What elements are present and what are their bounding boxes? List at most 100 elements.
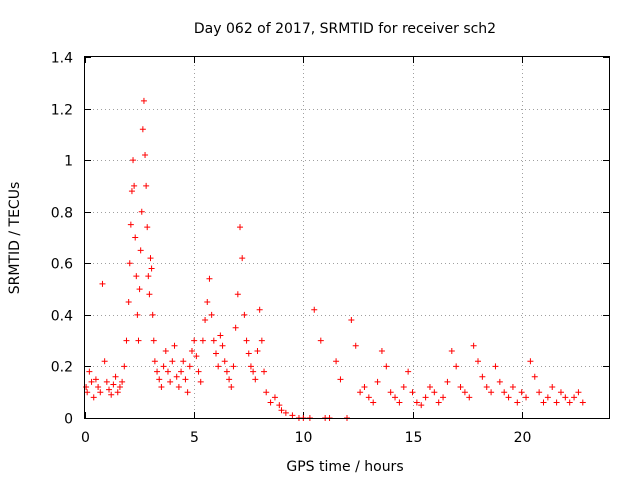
- data-point: [374, 378, 381, 385]
- data-point: [147, 255, 154, 262]
- plot-frame: [84, 56, 610, 419]
- y-tick-label: 0.6: [51, 257, 73, 273]
- data-point: [204, 298, 211, 305]
- data-point: [150, 337, 157, 344]
- data-point: [422, 394, 429, 401]
- data-point: [136, 286, 143, 293]
- data-point: [146, 291, 153, 298]
- data-point: [243, 337, 250, 344]
- data-point: [479, 373, 486, 380]
- data-point: [252, 376, 259, 383]
- data-point: [553, 399, 560, 406]
- data-point: [352, 342, 359, 349]
- data-point: [239, 255, 246, 262]
- data-point: [571, 394, 578, 401]
- x-tick-label: 5: [190, 430, 199, 446]
- data-point: [199, 337, 206, 344]
- data-point: [169, 358, 176, 365]
- data-point: [213, 350, 219, 357]
- data-point: [186, 363, 193, 370]
- data-point: [237, 224, 244, 231]
- tick-labels: 0 5 10 15 20 0 0.2 0.4 0.6 0.8 1 1.2 1.4: [51, 51, 532, 447]
- data-point: [496, 378, 503, 385]
- data-point: [230, 363, 237, 370]
- data-point: [483, 384, 490, 391]
- data-point: [370, 399, 377, 406]
- data-point: [514, 399, 521, 406]
- data-point: [171, 342, 178, 349]
- data-point: [221, 358, 228, 365]
- data-point: [125, 298, 132, 305]
- data-point: [145, 273, 152, 280]
- data-point: [133, 273, 140, 280]
- data-point: [84, 389, 91, 396]
- data-point: [247, 363, 254, 370]
- data-point: [475, 358, 481, 365]
- data-point: [139, 126, 146, 133]
- data-point: [501, 389, 508, 396]
- y-tick-label: 0.4: [51, 309, 73, 325]
- y-tick-label: 1: [64, 154, 73, 170]
- data-point: [154, 368, 161, 375]
- data-point: [188, 347, 195, 354]
- data-point: [164, 368, 171, 375]
- y-tick-label: 1.2: [51, 103, 73, 119]
- data-point: [162, 347, 169, 354]
- data-point: [90, 394, 97, 401]
- data-point: [210, 337, 217, 344]
- data-point: [466, 394, 473, 401]
- data-point: [156, 376, 163, 383]
- data-point: [566, 399, 573, 406]
- y-tick-label: 0.2: [51, 360, 73, 376]
- data-point: [365, 394, 372, 401]
- data-point: [167, 378, 174, 385]
- data-point: [182, 376, 189, 383]
- data-point: [191, 337, 198, 344]
- data-point: [135, 337, 142, 344]
- data-point: [258, 337, 265, 344]
- data-point: [180, 358, 187, 365]
- data-point: [86, 368, 93, 375]
- x-tick-label: 0: [81, 430, 90, 446]
- data-point: [540, 399, 547, 406]
- data-point: [256, 306, 263, 313]
- data-point: [106, 386, 113, 393]
- data-point: [99, 280, 106, 287]
- data-point: [148, 265, 155, 272]
- data-point: [143, 182, 150, 189]
- data-point: [276, 402, 283, 409]
- data-point: [92, 376, 99, 383]
- y-tick-label: 0: [64, 412, 73, 428]
- data-point: [126, 260, 133, 267]
- data-point: [361, 384, 368, 391]
- data-point: [261, 368, 268, 375]
- y-axis-label: SRMTID / TECUs: [7, 182, 23, 295]
- data-point: [130, 157, 137, 164]
- data-point: [160, 363, 167, 370]
- data-point: [132, 234, 139, 241]
- data-points: [83, 97, 586, 421]
- data-point: [413, 399, 420, 406]
- data-point: [348, 317, 355, 324]
- data-point: [127, 221, 134, 228]
- data-point: [409, 389, 416, 396]
- data-point: [357, 389, 364, 396]
- data-point: [140, 97, 147, 104]
- data-point: [562, 394, 569, 401]
- data-point: [378, 347, 385, 354]
- data-point: [241, 311, 248, 318]
- data-point: [509, 384, 516, 391]
- data-point: [400, 384, 407, 391]
- data-point: [95, 384, 102, 391]
- data-point: [173, 373, 180, 380]
- data-point: [488, 389, 495, 396]
- data-point: [215, 363, 222, 370]
- data-point: [426, 384, 433, 391]
- data-point: [418, 402, 425, 409]
- data-point: [431, 389, 438, 396]
- data-point: [505, 394, 512, 401]
- data-point: [396, 399, 403, 406]
- data-point: [97, 389, 104, 396]
- data-point: [383, 363, 390, 370]
